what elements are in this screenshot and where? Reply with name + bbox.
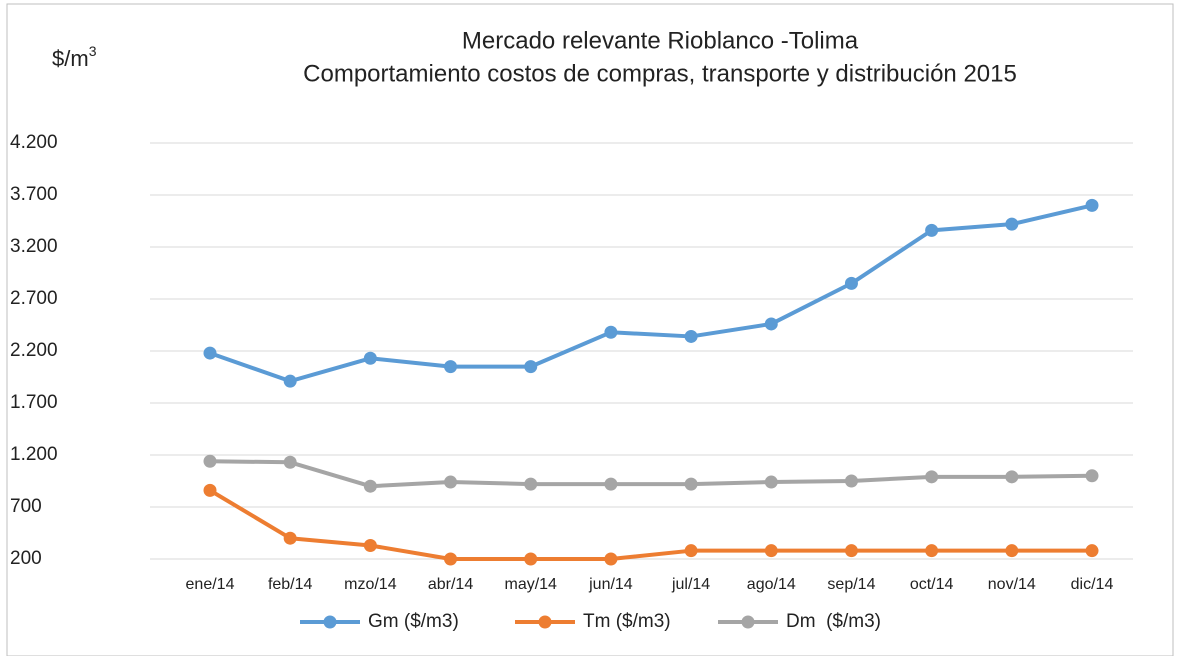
data-point bbox=[524, 360, 538, 374]
x-tick-label: feb/14 bbox=[268, 576, 313, 593]
data-point bbox=[444, 360, 458, 374]
data-point bbox=[764, 317, 778, 331]
data-point bbox=[283, 531, 297, 545]
series-line bbox=[209, 203, 1093, 384]
data-point bbox=[363, 351, 377, 365]
x-tick-label: mzo/14 bbox=[344, 576, 397, 593]
legend-marker bbox=[323, 615, 337, 629]
data-point bbox=[684, 544, 698, 558]
data-point bbox=[764, 475, 778, 489]
legend-label: Gm ($/m3) bbox=[368, 611, 459, 632]
y-tick-label: 1.700 bbox=[10, 392, 58, 413]
y-tick-label: 700 bbox=[10, 496, 42, 517]
x-tick-label: nov/14 bbox=[988, 576, 1036, 593]
data-point bbox=[1005, 470, 1019, 484]
data-point bbox=[684, 477, 698, 491]
series-line bbox=[208, 488, 1092, 561]
data-point bbox=[844, 474, 858, 488]
data-point bbox=[684, 329, 698, 343]
data-point bbox=[925, 223, 939, 237]
y-tick-label: 1.200 bbox=[10, 444, 58, 465]
data-point bbox=[604, 477, 618, 491]
data-point bbox=[524, 552, 538, 566]
data-point bbox=[1005, 217, 1019, 231]
data-point bbox=[283, 374, 297, 388]
data-point bbox=[203, 483, 217, 497]
data-point bbox=[1085, 198, 1099, 212]
data-point bbox=[604, 552, 618, 566]
chart-frame bbox=[6, 3, 1174, 656]
chart-title: Mercado relevante Rioblanco -Tolima bbox=[462, 27, 859, 54]
data-point bbox=[925, 470, 939, 484]
x-tick-label: dic/14 bbox=[1071, 576, 1114, 593]
series-line bbox=[209, 459, 1093, 489]
x-tick-label: sep/14 bbox=[827, 576, 875, 593]
data-point bbox=[524, 477, 538, 491]
data-point bbox=[203, 346, 217, 360]
data-point bbox=[283, 455, 297, 469]
data-point bbox=[1085, 544, 1099, 558]
y-tick-label: 200 bbox=[10, 548, 42, 569]
x-tick-label: may/14 bbox=[504, 576, 557, 593]
data-point bbox=[925, 544, 939, 558]
data-point bbox=[1005, 544, 1019, 558]
legend-marker bbox=[538, 615, 552, 629]
data-point bbox=[844, 276, 858, 290]
legend-label: Tm ($/m3) bbox=[583, 611, 671, 632]
data-point bbox=[444, 552, 458, 566]
x-tick-label: ene/14 bbox=[186, 576, 235, 593]
x-tick-label: jun/14 bbox=[588, 576, 633, 593]
data-point bbox=[764, 544, 778, 558]
data-point bbox=[363, 479, 377, 493]
chart-subtitle: Comportamiento costos de compras, transp… bbox=[303, 60, 1017, 87]
y-tick-label: 3.200 bbox=[10, 236, 58, 257]
data-point bbox=[844, 544, 858, 558]
data-point bbox=[604, 325, 618, 339]
y-tick-label: 3.700 bbox=[10, 184, 58, 205]
y-tick-label: 2.200 bbox=[10, 340, 58, 361]
data-point bbox=[203, 454, 217, 468]
legend-label: Dm ($/m3) bbox=[786, 611, 881, 632]
x-tick-label: ago/14 bbox=[747, 576, 796, 593]
y-axis-label: $/m3 bbox=[52, 43, 97, 71]
y-tick-label: 2.700 bbox=[10, 288, 58, 309]
legend-marker bbox=[741, 615, 755, 629]
data-point bbox=[1085, 469, 1099, 483]
x-tick-label: oct/14 bbox=[910, 576, 954, 593]
data-point bbox=[363, 538, 377, 552]
data-point bbox=[444, 475, 458, 489]
x-tick-label: abr/14 bbox=[428, 576, 473, 593]
x-tick-label: jul/14 bbox=[671, 576, 710, 593]
y-tick-label: 4.200 bbox=[10, 132, 58, 153]
